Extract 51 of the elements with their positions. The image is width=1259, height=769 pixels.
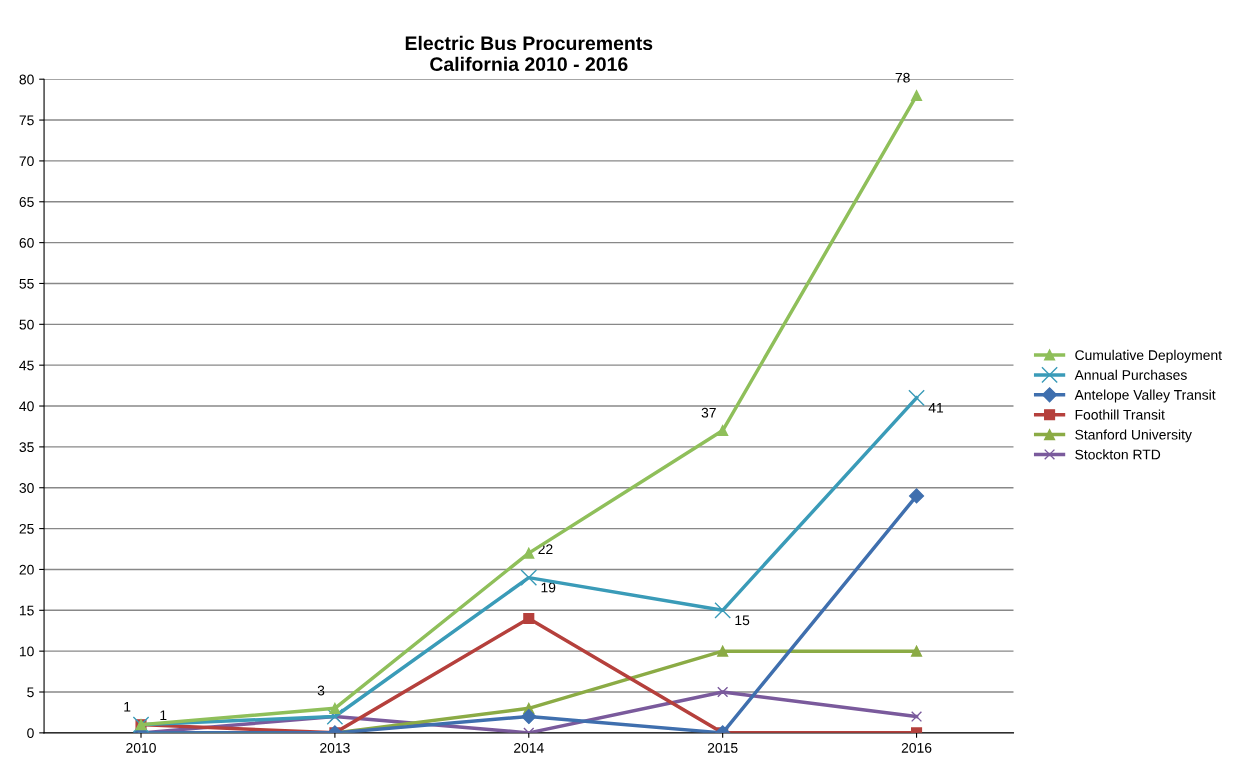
x-tick-label: 2010 <box>126 742 156 753</box>
x-tick-label: 2016 <box>901 742 932 753</box>
y-tick-label: 10 <box>19 646 34 657</box>
point <box>520 569 538 586</box>
y-tick-label: 25 <box>19 523 34 534</box>
data-label: 1 <box>124 702 131 712</box>
data-label: 15 <box>735 615 750 626</box>
y-tick-label: 15 <box>19 605 34 616</box>
legend-label: Stanford University <box>1075 429 1192 443</box>
point <box>717 645 729 657</box>
point <box>714 601 732 619</box>
point <box>910 89 923 102</box>
y-tick-label: 0 <box>27 728 34 739</box>
y-tick-label: 45 <box>19 360 34 371</box>
legend-label: Foothill Transit <box>1075 409 1165 420</box>
x-tick-label: 2015 <box>707 742 738 753</box>
legend-label: Antelope Valley Transit <box>1074 389 1216 403</box>
point <box>908 389 925 407</box>
point <box>523 547 535 559</box>
point <box>329 702 341 714</box>
y-tick-label: 30 <box>19 483 34 493</box>
y-tick-label: 20 <box>19 564 34 575</box>
y-tick-label: 40 <box>19 401 34 412</box>
y-tick-label: 75 <box>19 115 34 126</box>
x-tick-label: 2014 <box>514 742 544 753</box>
y-tick-label: 80 <box>19 74 34 85</box>
y-tick-label: 35 <box>19 442 34 453</box>
point <box>717 424 729 437</box>
point <box>908 488 925 504</box>
x-tick-label: 2013 <box>320 742 350 753</box>
legend-label: Stockton RTD <box>1075 449 1161 460</box>
y-tick-label: 55 <box>19 278 34 289</box>
point <box>910 645 923 657</box>
data-label: 78 <box>895 72 910 83</box>
y-tick-label: 70 <box>19 156 34 167</box>
y-tick-label: 50 <box>19 319 34 330</box>
data-label: 37 <box>701 407 716 418</box>
legend-label: Annual Purchases <box>1074 369 1187 380</box>
y-tick-label: 65 <box>19 197 34 207</box>
y-tick-label: 5 <box>27 687 34 698</box>
point <box>523 612 535 625</box>
point <box>717 686 729 698</box>
data-label: 41 <box>928 403 944 413</box>
legend-label: Cumulative Deployment <box>1075 349 1222 363</box>
y-tick-label: 60 <box>19 237 34 248</box>
data-label: 1 <box>160 710 167 720</box>
chart-title: Electric Bus Procurements California 2010 - 2016 <box>405 35 653 72</box>
data-label: 19 <box>541 582 556 593</box>
point <box>521 708 537 725</box>
point <box>910 710 923 723</box>
data-label: 3 <box>317 685 325 696</box>
